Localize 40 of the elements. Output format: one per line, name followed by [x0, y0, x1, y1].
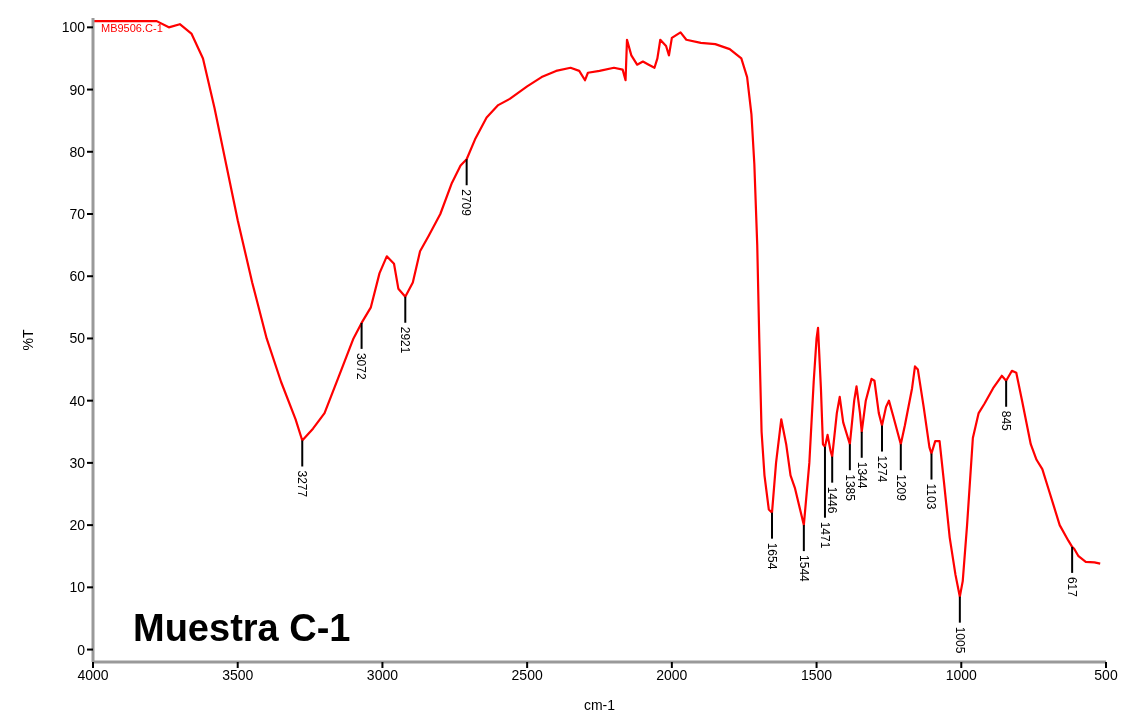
line-series	[93, 20, 1102, 598]
y-tick-label: 50	[69, 330, 86, 347]
x-tick-label: 2500	[511, 666, 543, 683]
x-tick-label: 3500	[222, 666, 254, 683]
x-tick-label: 500	[1094, 666, 1118, 683]
annotation: 1385	[842, 474, 857, 502]
annotation: 2921	[398, 326, 413, 354]
x-tick-label: 1000	[945, 666, 978, 683]
y-tick-label: 100	[61, 19, 86, 36]
annotation: 1544	[796, 555, 811, 583]
x-tick-label: 4000	[77, 666, 109, 683]
annotation: 2709	[459, 189, 474, 217]
y-tick-label: 30	[69, 454, 86, 471]
y-tick-label: 80	[69, 143, 86, 160]
y-axis-title: %T	[19, 329, 36, 351]
annotation: 1471	[817, 521, 832, 549]
annotation: 1209	[893, 474, 908, 502]
x-axis-title: cm-1	[583, 697, 616, 713]
series-label: MB9506.C-1	[101, 22, 163, 34]
annotation: 845	[998, 410, 1013, 432]
annotation: 1344	[854, 461, 869, 489]
y-tick-label: 60	[69, 268, 86, 285]
x-tick-label: 1500	[800, 666, 833, 683]
annotation: 1446	[825, 486, 839, 514]
annotation: 1005	[952, 626, 967, 654]
y-tick-label: 20	[69, 517, 86, 534]
y-tick-label: 10	[69, 579, 86, 596]
annotation: 3277	[295, 470, 310, 498]
annotation: 3072	[354, 352, 369, 380]
y-tick-label: 0	[77, 641, 86, 658]
x-tick-label: 3000	[366, 666, 399, 683]
annotation: 617	[1064, 576, 1079, 598]
y-tick-label: 90	[69, 81, 86, 98]
annotation: 1654	[764, 542, 779, 570]
annotation: 1103	[924, 483, 939, 510]
annotation: Muestra C-1	[133, 607, 351, 650]
x-tick-label: 2000	[656, 666, 688, 683]
y-tick-label: 40	[69, 392, 86, 409]
annotation: 1274	[874, 455, 889, 483]
y-tick-label: 70	[69, 205, 86, 222]
